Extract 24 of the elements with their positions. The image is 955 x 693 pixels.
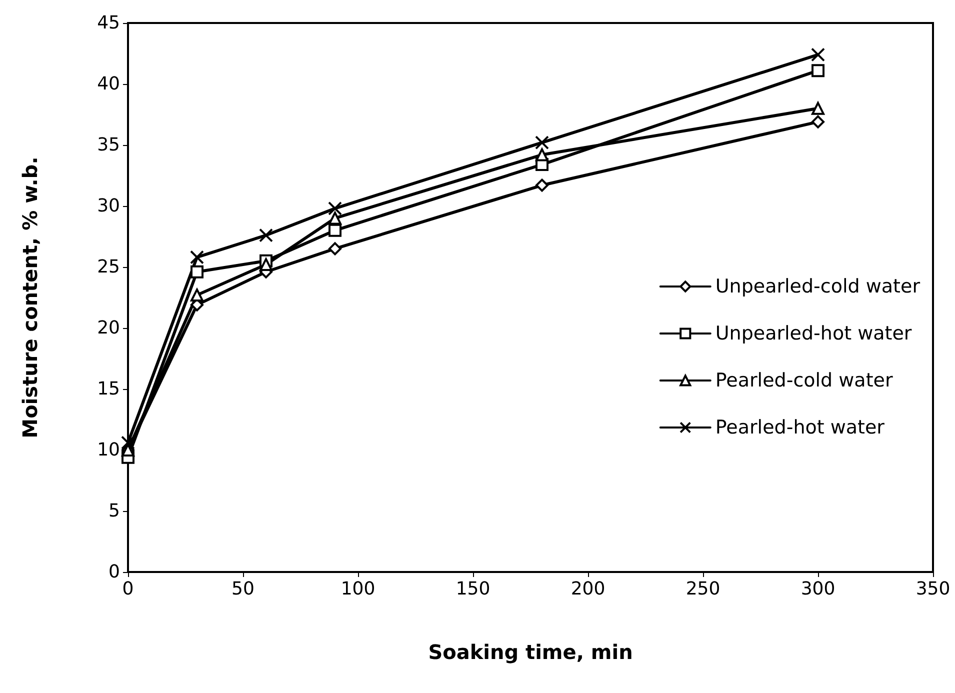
x-tick-label: 50 — [232, 578, 254, 600]
legend-label: Unpearled-hot water — [715, 322, 912, 344]
x-tick-label: 100 — [340, 578, 376, 600]
x-axis-title: Soaking time, min — [428, 640, 633, 664]
y-tick-label: 10 — [97, 440, 120, 460]
x-tick-label: 0 — [122, 578, 134, 600]
x-tick-label: 350 — [916, 578, 950, 600]
y-axis-title: Moisture content, % w.b. — [18, 156, 42, 438]
y-tick-label: 40 — [97, 74, 120, 94]
x-tick-label: 200 — [570, 578, 606, 600]
y-tick-label: 25 — [97, 256, 120, 278]
y-tick-label: 35 — [97, 134, 120, 156]
legend-label: Pearled-cold water — [715, 370, 893, 392]
legend-label: Unpearled-cold water — [715, 276, 920, 298]
x-tick-label: 250 — [686, 578, 720, 600]
y-tick-label: 5 — [108, 500, 120, 522]
x-tick-label: 150 — [456, 578, 490, 600]
y-tick-label: 20 — [97, 318, 120, 338]
y-tick-label: 15 — [97, 378, 120, 400]
y-tick-label: 45 — [97, 12, 120, 34]
legend-label: Pearled-hot water — [715, 416, 885, 438]
y-tick-label: 30 — [97, 196, 120, 216]
x-tick-label: 300 — [800, 578, 836, 600]
y-tick-label: 0 — [108, 562, 120, 582]
